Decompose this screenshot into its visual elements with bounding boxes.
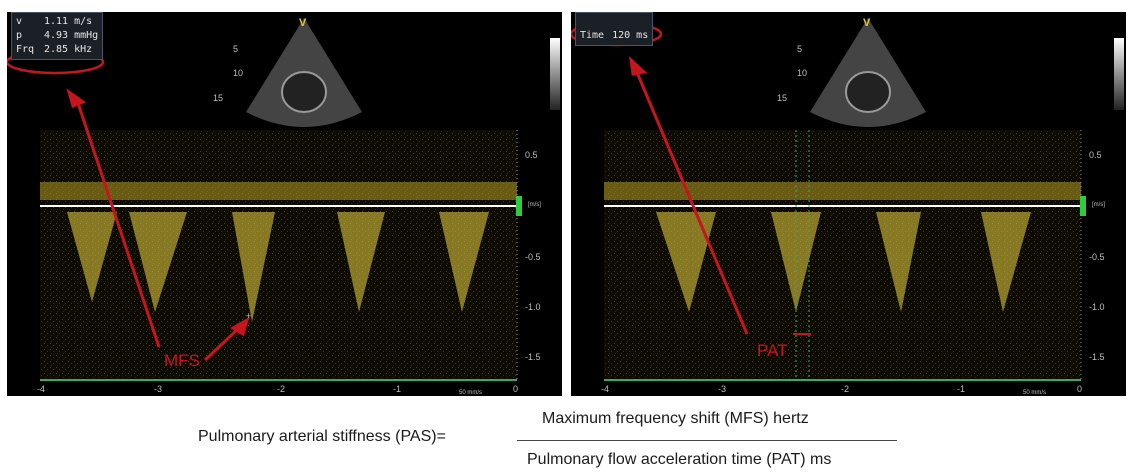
sector-depth-10: 10 <box>233 68 243 78</box>
doppler-spectrum-left: 5 10 15 V 0.5 -0.5 -1.0 -1.5 [m/s] <box>7 17 560 396</box>
svg-text:-4: -4 <box>37 384 45 394</box>
svg-text:-0.5: -0.5 <box>525 252 541 262</box>
svg-text:V: V <box>863 17 871 29</box>
svg-text:-2: -2 <box>277 384 285 394</box>
svg-text:-2: -2 <box>841 384 849 394</box>
svg-text:-1: -1 <box>393 384 401 394</box>
formula-lhs: Pulmonary arterial stiffness (PAS)= <box>198 428 446 445</box>
mfs-label: MFS <box>164 351 200 370</box>
sector-depth-15: 15 <box>777 93 787 103</box>
svg-text:-1.5: -1.5 <box>525 352 541 362</box>
svg-text:0.5: 0.5 <box>1089 150 1102 160</box>
time-axis: -4 -3 -2 -1 0 50 mm/s <box>601 379 1082 396</box>
svg-text:-3: -3 <box>154 384 162 394</box>
meas-time: Time 120 ms <box>580 30 649 41</box>
grayscale-bar <box>1114 38 1124 110</box>
svg-text:-4: -4 <box>601 384 609 394</box>
sector-depth-5: 5 <box>233 44 238 54</box>
meas-v: v 1.11 m/s <box>16 16 93 27</box>
velocity-axis: 0.5 -0.5 -1.0 -1.5 [m/s] <box>1080 130 1105 380</box>
svg-text:-3: -3 <box>718 384 726 394</box>
svg-text:50 mm/s: 50 mm/s <box>1023 390 1046 396</box>
svg-text:-1: -1 <box>957 384 965 394</box>
sector-depth-10: 10 <box>797 68 807 78</box>
svg-text:-1.0: -1.0 <box>1089 302 1105 312</box>
meas-frq: Frq 2.85 kHz <box>16 44 93 55</box>
doppler-panel-pat: 5 10 15 V 0.5 -0.5 -1.0 -1.5 [m/s] -4 <box>571 12 1126 396</box>
grayscale-bar <box>550 38 560 110</box>
sector-depth-5: 5 <box>797 44 802 54</box>
doppler-waveforms <box>67 212 489 322</box>
svg-text:[m/s]: [m/s] <box>1092 202 1105 208</box>
svg-text:-1.5: -1.5 <box>1089 352 1105 362</box>
pat-label: PAT <box>757 341 788 360</box>
fraction-bar <box>517 440 897 441</box>
svg-text:50 mm/s: 50 mm/s <box>459 390 482 396</box>
svg-text:V: V <box>299 17 307 29</box>
svg-text:0: 0 <box>513 384 518 394</box>
svg-text:-0.5: -0.5 <box>1089 252 1105 262</box>
svg-text:[m/s]: [m/s] <box>528 202 541 208</box>
annotation-arrows <box>628 56 811 335</box>
time-axis: -4 -3 -2 -1 0 50 mm/s <box>37 379 518 396</box>
formula-denominator: Pulmonary flow acceleration time (PAT) m… <box>527 451 832 468</box>
annotation-arrows <box>66 88 250 362</box>
svg-text:-1.0: -1.0 <box>525 302 541 312</box>
svg-text:0: 0 <box>1077 384 1082 394</box>
sector-depth-15: 15 <box>213 93 223 103</box>
svg-text:0.5: 0.5 <box>525 150 538 160</box>
doppler-spectrum-right: 5 10 15 V 0.5 -0.5 -1.0 -1.5 [m/s] -4 <box>571 17 1124 396</box>
velocity-axis: 0.5 -0.5 -1.0 -1.5 [m/s] <box>516 130 541 380</box>
doppler-panel-mfs: 5 10 15 V 0.5 -0.5 -1.0 -1.5 [m/s] <box>7 12 562 396</box>
svg-text:+: + <box>246 311 251 321</box>
measurement-box-left: v 1.11 m/s p 4.93 mmHg Frq 2.85 kHz <box>11 12 104 60</box>
formula-numerator: Maximum frequency shift (MFS) hertz <box>542 410 809 427</box>
measurement-box-right: Time 120 ms <box>575 12 654 46</box>
meas-p: p 4.93 mmHg <box>16 30 99 41</box>
